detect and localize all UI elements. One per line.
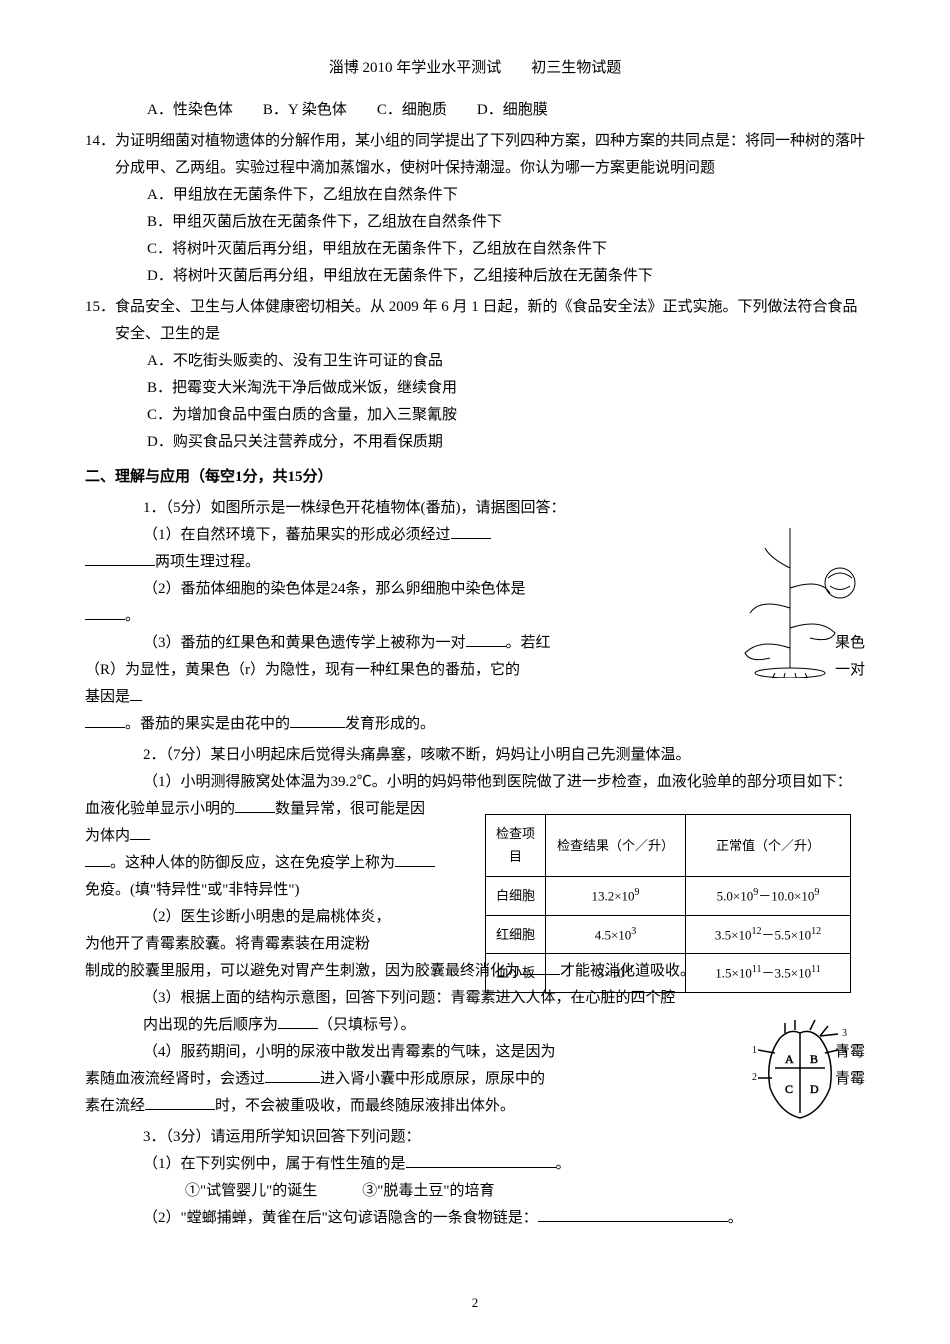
p2-stem: 2．（7分）某日小明起床后觉得头痛鼻塞，咳嗽不断，妈妈让小明自己先测量体温。: [85, 742, 865, 769]
blank: [466, 646, 506, 647]
th-result: 检查结果（个／升）: [546, 815, 686, 877]
cell: 血小板: [486, 954, 546, 993]
p2-s1a-wrap: （1）小明测得腋窝处体温为39.2℃。小明的妈妈带他到医院做了进一步检查，血液化…: [85, 769, 865, 796]
tomato-plant-icon: [720, 508, 860, 678]
p2-s4-row1: （4）服药期间，小明的尿液中散发出青霉素的气味，这是因为 青霉: [85, 1039, 865, 1066]
svg-text:1: 1: [752, 1045, 757, 1056]
blank: [130, 700, 142, 701]
blood-test-table: 检查项目 检查结果（个／升） 正常值（个／升） 白细胞 13.2×109 5.0…: [485, 814, 851, 993]
svg-text:B: B: [810, 1052, 818, 1066]
p1-s2b-row: 。: [85, 603, 695, 630]
blank: [130, 839, 150, 840]
p2-s4c: 素随血液流经肾时，会透过: [85, 1071, 265, 1087]
p1-s3d: （R）为显性，黄果色（r）为隐性，现有一种红果色的番茄，它的: [85, 662, 520, 678]
cell: 1.5×1011－3.5×1011: [686, 954, 851, 993]
p2-s4-row3: 素在流经 时，不会被重吸收，而最终随尿液排出体外。: [85, 1093, 865, 1120]
th-item: 检查项目: [486, 815, 546, 877]
p3-s1: （1）在下列实例中，属于有性生殖的是 。: [85, 1151, 865, 1178]
heart-diagram-icon: A B C D 1 2 3 4: [750, 1018, 850, 1128]
q15-stem: 15．食品安全、卫生与人体健康密切相关。从 2009 年 6 月 1 日起，新的…: [85, 294, 865, 348]
p2-s4-row2: 素随血液流经肾时，会透过进入肾小囊中形成原尿，原尿中的 青霉: [85, 1066, 865, 1093]
q14-opt-c: C．将树叶灭菌后再分组，甲组放在无菌条件下，乙组放在自然条件下: [85, 236, 865, 263]
p2-s4d: 进入肾小囊中形成原尿，原尿中的: [320, 1071, 545, 1087]
svg-text:2: 2: [752, 1072, 757, 1083]
p3-s1a: （1）在下列实例中，属于有性生殖的是: [143, 1156, 406, 1172]
svg-text:C: C: [785, 1082, 793, 1096]
p1-s3g: 。番茄的果实是由花中的: [125, 716, 290, 732]
page-header: 淄博 2010 年学业水平测试 初三生物试题: [85, 55, 865, 82]
q14-opt-d: D．将树叶灭菌后再分组，甲组放在无菌条件下，乙组接种后放在无菌条件下: [85, 263, 865, 290]
q15-opt-c: C．为增加食品中蛋白质的含量，加入三聚氰胺: [85, 402, 865, 429]
blank: [290, 727, 345, 728]
blank: [265, 1082, 320, 1083]
q15-opt-b: B．把霉变大米淘洗干净后做成米饭，继续食用: [85, 375, 865, 402]
svg-text:3: 3: [842, 1028, 847, 1039]
blank: [145, 1109, 215, 1110]
blank: [85, 565, 155, 566]
p1-s2b: 。: [125, 608, 140, 624]
p2-s1-narrow: 血液化验单显示小明的数量异常，很可能是因为体内 。这种人体的防御反应，这在免疫学…: [85, 796, 435, 904]
p2-s1b: 血液化验单显示小明的: [85, 801, 235, 817]
p2-s3b: （只填标号）。: [318, 1017, 416, 1033]
p1-s3a: （3）番茄的红果色和黄果色遗传学上被称为一对: [85, 635, 466, 651]
blank: [85, 866, 110, 867]
blank: [85, 727, 125, 728]
p2-s4a: （4）服药期间，小明的尿液中散发出青霉素的气味，这是因为: [85, 1044, 556, 1060]
q14-stem: 14．为证明细菌对植物遗体的分解作用，某小组的同学提出了下列四种方案，四种方案的…: [85, 128, 865, 182]
p1-s3h: 发育形成的。: [345, 716, 435, 732]
p3-s1b: 。: [556, 1156, 571, 1172]
p3-s2b: 。: [728, 1210, 743, 1226]
page-number: 2: [472, 1291, 479, 1314]
svg-text:A: A: [785, 1052, 794, 1066]
q15-opt-a: A．不吃街头贩卖的、没有卫生许可证的食品: [85, 348, 865, 375]
blank: [85, 619, 125, 620]
p3-s1-opts: ①"试管婴儿"的诞生 ③"脱毒土豆"的培育: [85, 1178, 865, 1205]
problem-3: 3．（3分）请运用所学知识回答下列问题： （1）在下列实例中，属于有性生殖的是。…: [85, 1124, 865, 1232]
q14-opt-a: A．甲组放在无菌条件下，乙组放在自然条件下: [85, 182, 865, 209]
cell: 红细胞: [486, 915, 546, 954]
p2-s1a: （1）小明测得腋窝处体温为39.2℃。小明的妈妈带他到医院做了进一步检查，血液化…: [143, 774, 852, 790]
cell: 4.5×103: [546, 915, 686, 954]
p1-s3f: 基因是: [85, 689, 130, 705]
p2-s3: （3）根据上面的结构示意图，回答下列问题：青霉素进入人体，在心脏的四个腔内出现的…: [85, 985, 685, 1039]
p2-s2a-cont2: 制成的胶囊里服用，可以避免对胃产生刺激，因为胶囊最终消化为: [85, 963, 520, 979]
section-2-title: 二、理解与应用（每空1分，共15分）: [85, 464, 865, 491]
q15-opt-d: D．购买食品只关注营养成分，不用看保质期: [85, 429, 865, 456]
blank: [538, 1221, 728, 1222]
p1-s2: （2）番茄体细胞的染色体是24条，那么卵细胞中染色体是: [85, 576, 695, 603]
svg-text:D: D: [810, 1082, 819, 1096]
cell: 3.5×1012－5.5×1012: [686, 915, 851, 954]
p1-s1a: （1）在自然环境下，蕃茄果实的形成必须经过: [143, 527, 451, 543]
cell: 5.0×109－10.0×109: [686, 876, 851, 915]
blank: [235, 812, 275, 813]
blank: [395, 866, 435, 867]
p2-s1e: 免疫。(填"特异性"或"非特异性"): [85, 882, 299, 898]
svg-text:4: 4: [842, 1045, 847, 1056]
blank: [278, 1028, 318, 1029]
p1-s3b: 。若红: [506, 635, 551, 651]
q14-opt-b: B．甲组灭菌后放在无菌条件下，乙组放在自然条件下: [85, 209, 865, 236]
cell: 3×1011: [546, 954, 686, 993]
question-15: 15．食品安全、卫生与人体健康密切相关。从 2009 年 6 月 1 日起，新的…: [85, 294, 865, 456]
cell: 白细胞: [486, 876, 546, 915]
p1-s1b-row: 两项生理过程。: [85, 549, 695, 576]
p1-s3-row4: 。番茄的果实是由花中的 发育形成的。: [85, 711, 865, 738]
blank: [406, 1167, 556, 1168]
p2-s1d: 。这种人体的防御反应，这在免疫学上称为: [110, 855, 395, 871]
p3-stem: 3．（3分）请运用所学知识回答下列问题：: [85, 1124, 865, 1151]
p1-s3-row3: 基因是: [85, 684, 865, 711]
q13-options: A．性染色体 B．Y 染色体 C．细胞质 D．细胞膜: [85, 97, 865, 124]
p2-s4g: 时，不会被重吸收，而最终随尿液排出体外。: [215, 1098, 515, 1114]
blank: [451, 538, 491, 539]
question-14: 14．为证明细菌对植物遗体的分解作用，某小组的同学提出了下列四种方案，四种方案的…: [85, 128, 865, 290]
th-normal: 正常值（个／升）: [686, 815, 851, 877]
p3-s2: （2）"螳螂捕蝉，黄雀在后"这句谚语隐含的一条食物链是： 。: [85, 1205, 865, 1232]
p3-s2a: （2）"螳螂捕蝉，黄雀在后"这句谚语隐含的一条食物链是：: [143, 1210, 538, 1226]
p2-s2a-lead: （2）医生诊断小明患的是扁桃体炎，: [85, 909, 391, 925]
p2-s4f: 素在流经: [85, 1098, 145, 1114]
p1-s1b: 两项生理过程。: [155, 554, 260, 570]
cell: 13.2×109: [546, 876, 686, 915]
p1-s1: （1）在自然环境下，蕃茄果实的形成必须经过: [85, 522, 695, 549]
p2-s2a-cont: 为他开了青霉素胶囊。将青霉素装在用淀粉: [85, 936, 370, 952]
